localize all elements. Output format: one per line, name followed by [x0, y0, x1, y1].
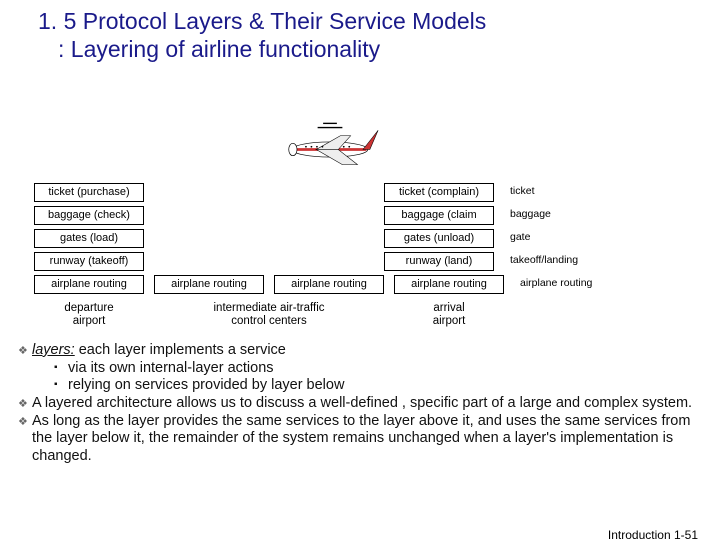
airplane-icon — [270, 114, 390, 179]
bullet-item: ❖ layers: each layer implements a servic… — [18, 342, 708, 360]
cell-dep-ticket: ticket (purchase) — [34, 183, 144, 202]
bullet-item: ❖ A layered architecture allows us to di… — [18, 395, 708, 413]
bullet-text: layers: each layer implements a service — [32, 342, 286, 360]
layer-label-routing: airplane routing — [514, 275, 610, 294]
cell-dep-gates: gates (load) — [34, 229, 144, 248]
square-bullet-icon: ▪ — [54, 377, 68, 395]
cell-dep-runway: runway (takeoff) — [34, 252, 144, 271]
table-row: ticket (purchase) ticket (complain) tick… — [34, 182, 698, 203]
bullet-item: ❖ As long as the layer provides the same… — [18, 413, 708, 466]
square-bullet-icon: ▪ — [54, 360, 68, 378]
table-row: gates (load) gates (unload) gate — [34, 228, 698, 249]
sub-bullet-text: via its own internal-layer actions — [68, 360, 274, 378]
legend-arrival: arrival airport — [394, 302, 504, 328]
cell-dep-routing: airplane routing — [34, 275, 144, 294]
diamond-bullet-icon: ❖ — [18, 342, 32, 360]
diamond-bullet-icon: ❖ — [18, 395, 32, 413]
bullet-emph: layers: — [32, 342, 75, 358]
layer-label-ticket: ticket — [504, 183, 600, 202]
sub-bullet: ▪ relying on services provided by layer … — [54, 377, 708, 395]
cell-arr-baggage: baggage (claim — [384, 206, 494, 225]
cell-arr-ticket: ticket (complain) — [384, 183, 494, 202]
diamond-bullet-icon: ❖ — [18, 413, 32, 466]
cell-mid1-routing: airplane routing — [154, 275, 264, 294]
layer-label-runway: takeoff/landing — [504, 252, 600, 271]
bullet-list: ❖ layers: each layer implements a servic… — [18, 342, 708, 466]
table-row: airplane routing airplane routing airpla… — [34, 274, 698, 295]
legend-departure: departure airport — [34, 302, 144, 328]
cell-dep-baggage: baggage (check) — [34, 206, 144, 225]
cell-arr-routing: airplane routing — [394, 275, 504, 294]
column-legend: departure airport intermediate air-traff… — [34, 302, 644, 328]
layer-label-gate: gate — [504, 229, 600, 248]
cell-arr-runway: runway (land) — [384, 252, 494, 271]
cell-arr-gates: gates (unload) — [384, 229, 494, 248]
bullet-text: As long as the layer provides the same s… — [32, 413, 708, 466]
table-row: baggage (check) baggage (claim baggage — [34, 205, 698, 226]
layer-label-baggage: baggage — [504, 206, 600, 225]
page-title: 1. 5 Protocol Layers & Their Service Mod… — [38, 8, 720, 63]
title-line-1: 1. 5 Protocol Layers & Their Service Mod… — [38, 8, 720, 36]
bullet-text: A layered architecture allows us to disc… — [32, 395, 692, 413]
layer-table: ticket (purchase) ticket (complain) tick… — [34, 182, 698, 297]
sub-bullet-text: relying on services provided by layer be… — [68, 377, 344, 395]
sub-bullet: ▪ via its own internal-layer actions — [54, 360, 708, 378]
legend-intermediate: intermediate air-traffic control centers — [154, 302, 384, 328]
title-line-2: : Layering of airline functionality — [58, 36, 720, 64]
table-row: runway (takeoff) runway (land) takeoff/l… — [34, 251, 698, 272]
cell-mid2-routing: airplane routing — [274, 275, 384, 294]
bullet-rest: each layer implements a service — [75, 342, 286, 358]
